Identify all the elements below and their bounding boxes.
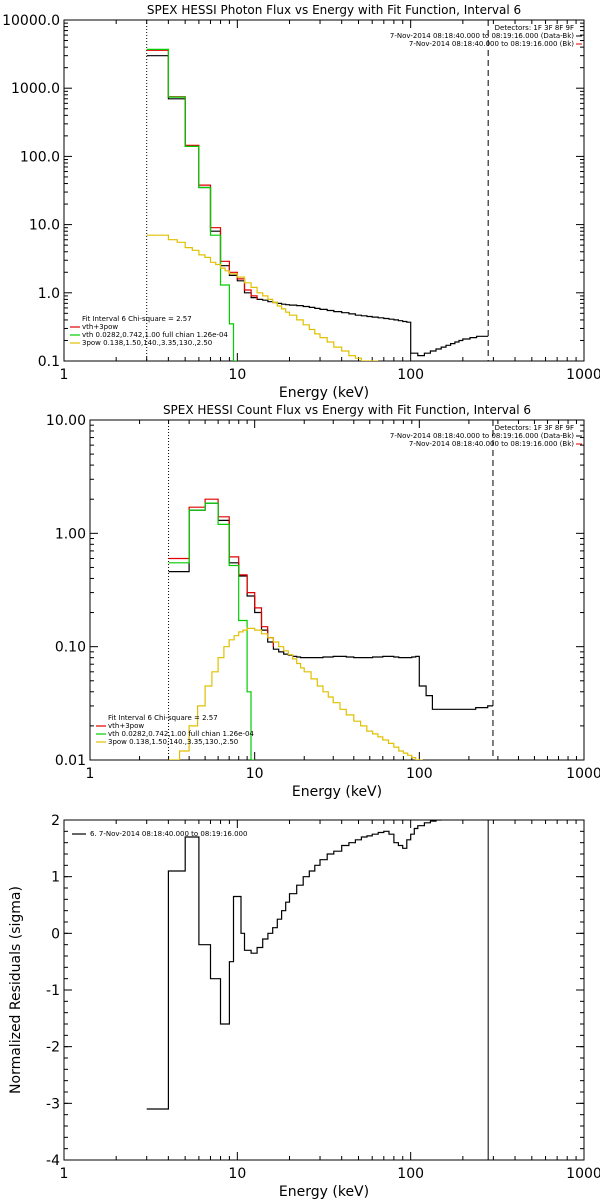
x-tick-label: 1: [60, 367, 69, 383]
series-line-1: [168, 498, 274, 647]
series-line-2: [168, 502, 255, 760]
x-tick-label: 1000: [566, 367, 600, 383]
legend-entry: Fit Interval 6 Chi-square = 2.57: [108, 714, 218, 722]
x-tick-label: 10: [246, 766, 264, 782]
x-tick-label: 100: [397, 367, 424, 383]
y-axis-label: Normalized Residuals (sigma): [8, 886, 24, 1094]
x-axis-label: Energy (keV): [279, 1184, 369, 1200]
series-line-0: [146, 55, 489, 357]
x-tick-label: 10: [228, 367, 246, 383]
x-tick-label: 100: [406, 766, 433, 782]
x-axis-label: Energy (keV): [292, 784, 382, 800]
series-group: [146, 820, 442, 1110]
legend-entry: 3pow 0.138,1.50,140.,3.35,130.,2.50: [82, 339, 212, 347]
legend-entry: vth+3pow: [82, 323, 118, 331]
x-tick-label: 1: [86, 766, 95, 782]
count-flux-panel: 1 10 100 1000 0.01 0.10 1.00 10.00 SPEX HESSI Co…: [46, 403, 600, 800]
series-line-2: [146, 48, 238, 361]
y-tick-label: -4: [46, 1153, 60, 1169]
chart-title: SPEX HESSI Photon Flux vs Energy with Fi…: [147, 3, 521, 17]
x-axis-label: Energy (keV): [279, 385, 369, 401]
y-tick-label: -1: [46, 983, 60, 999]
legend-entry: 3pow 0.138,1.50,140.,3.35,130.,2.50: [108, 738, 238, 746]
y-tick-label: 1.0: [38, 286, 60, 302]
series-line-1: [146, 49, 258, 300]
residuals-panel: 1 10 100 1000 -4 -3 -2 -1 0 1 2 Energy (keV) Normali…: [8, 813, 600, 1200]
series-line-0: [146, 820, 442, 1110]
chart-title: SPEX HESSI Count Flux vs Energy with Fit…: [163, 403, 531, 417]
x-tick-label: 1: [60, 1166, 69, 1182]
legend-entry: vth+3pow: [108, 722, 144, 730]
legend-entry: vth 0.0282,0.742,1.00 full chian 1.26e-0…: [108, 730, 254, 738]
y-tick-label: 0.1: [38, 354, 60, 370]
header-text-line: 7-Nov-2014 08:18:40.000 to 08:19:16.000 …: [409, 40, 574, 48]
y-tick-label: -3: [46, 1096, 60, 1112]
y-tick-label: 100.0: [20, 149, 60, 165]
series-group: [168, 498, 493, 760]
series-group: [146, 48, 489, 361]
y-tick-label: 0.01: [55, 753, 86, 769]
header-text-line: 7-Nov-2014 08:18:40.000 to 08:19:16.000 …: [409, 440, 574, 448]
plot-frame: [89, 419, 585, 761]
y-tick-label: 1: [51, 870, 60, 886]
header-text-line: Detectors: 1F 3F 8F 9F: [495, 424, 574, 432]
y-tick-label: 10.00: [46, 413, 86, 429]
y-tick-label: -2: [46, 1040, 60, 1056]
legend-entry: vth 0.0282,0.742,1.00 full chian 1.26e-0…: [82, 331, 228, 339]
y-tick-label: 0.10: [55, 640, 86, 656]
y-tick-label: 2: [51, 813, 60, 829]
series-line-3: [146, 234, 379, 361]
x-tick-label: 1000: [566, 1166, 600, 1182]
header-text-line: 7-Nov-2014 08:18:40.000 to 08:19:16.000 …: [390, 432, 574, 440]
x-tick-label: 1000: [566, 766, 600, 782]
y-tick-label: 1.00: [55, 526, 86, 542]
series-line-3: [168, 627, 423, 760]
x-tick-label: 10: [228, 1166, 246, 1182]
y-tick-label: 0: [51, 926, 60, 942]
plot-frame: [63, 19, 585, 362]
legend-entry: 6. 7-Nov-2014 08:18:40.000 to 08:19:16.0…: [90, 830, 247, 838]
series-line-0: [168, 502, 493, 710]
x-tick-label: 100: [397, 1166, 424, 1182]
header-text-line: Detectors: 1F 3F 8F 9F: [495, 24, 574, 32]
y-tick-label: 1000.0: [11, 81, 60, 97]
header-text-line: 7-Nov-2014 08:18:40.000 to 08:19:16.000 …: [390, 32, 574, 40]
plot-frame: [63, 819, 585, 1161]
y-tick-label: 10000.0: [2, 13, 60, 29]
photon-flux-panel: 1 10 100 1000 0.1 1.0 10.0 100.0 1000.0 10000.0 SP…: [2, 3, 600, 401]
y-tick-label: 10.0: [29, 218, 60, 234]
legend-entry: Fit Interval 6 Chi-square = 2.57: [82, 315, 192, 323]
